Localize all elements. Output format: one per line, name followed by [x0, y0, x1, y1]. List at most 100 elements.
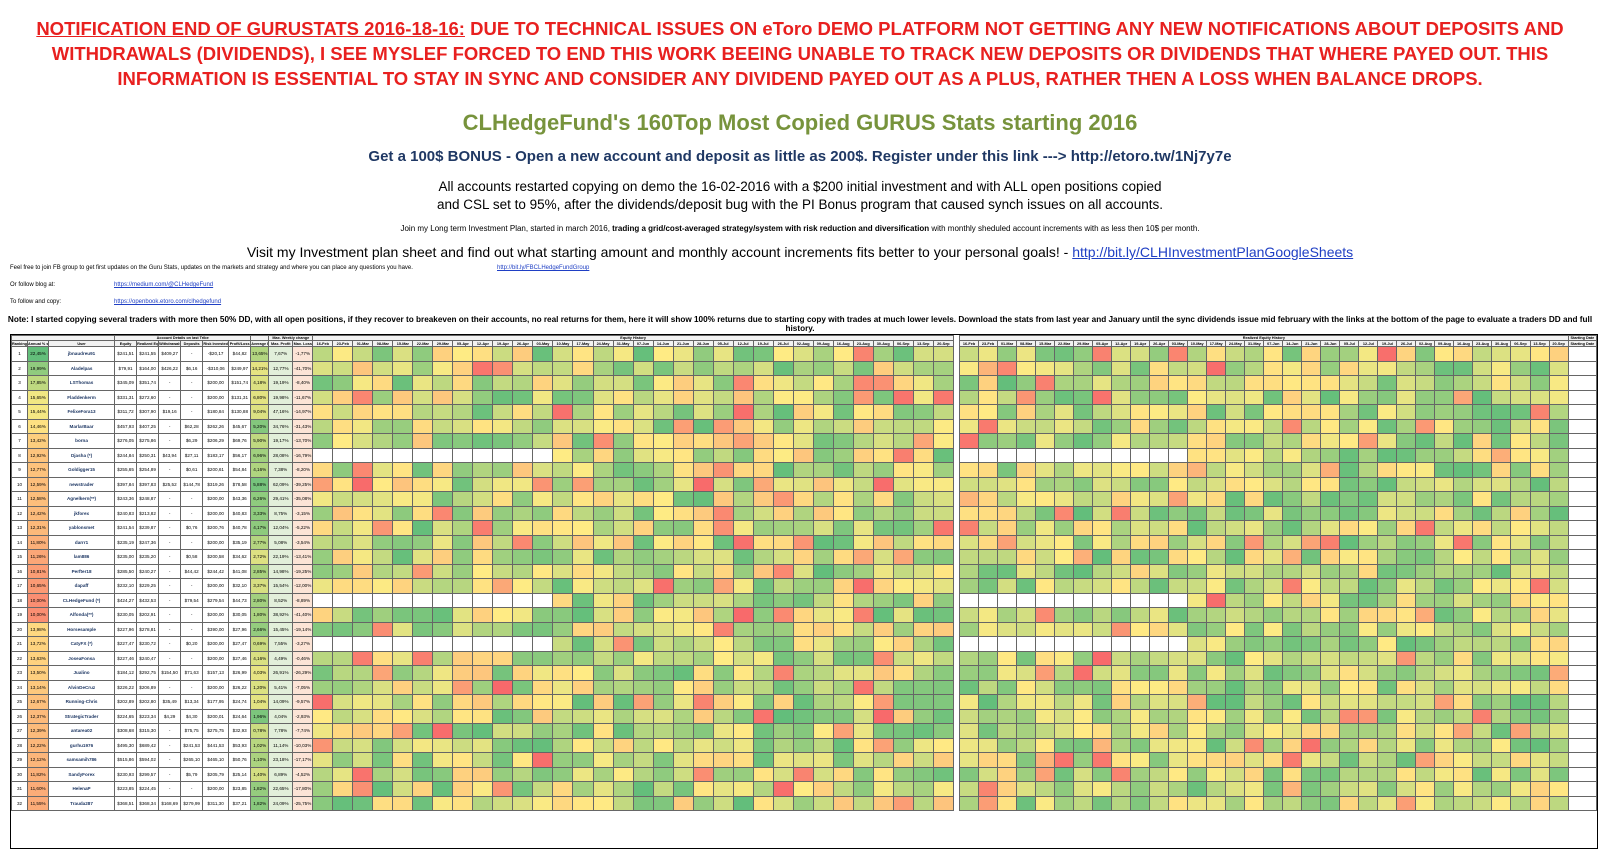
table-row[interactable]: 18 10,00% CLHedgeFund (*) $424,27 $432,53- $7… [11, 592, 1597, 608]
cell-realized-history [1187, 781, 1208, 797]
cell-realized-history [1263, 607, 1284, 623]
cell-realized-history [1320, 737, 1341, 753]
table-row[interactable]: 20 13,98% Horsesample $227,96 $278,81- - $390,… [11, 621, 1597, 637]
cell-equity-history [792, 795, 814, 811]
table-row[interactable]: 17 10,65% dapaff $232,10 $229,25- - $200,00 $32… [11, 578, 1597, 594]
blog-link[interactable]: https://medium.com/@CLHedgeFund [114, 282, 214, 288]
cell-realized-history [1434, 418, 1455, 434]
cell-realized-history [1206, 433, 1227, 449]
cell-realized-history [1377, 795, 1398, 811]
cell-risk: $200,00 [202, 375, 230, 391]
table-row[interactable]: 11 12,58% Agnelkern(**) $243,36 $248,87- - $20… [11, 491, 1597, 507]
cell-equity-history [372, 549, 394, 565]
cell-realized-history [1453, 360, 1474, 376]
table-row[interactable]: 32 11,55% Trauda287 $368,51 $368,34 $168,69 $2… [11, 795, 1597, 811]
cell-equity-history [792, 766, 814, 782]
cell-realized-history [1168, 491, 1189, 507]
cell-equity-history [812, 607, 834, 623]
cell-realized-history [1453, 447, 1474, 463]
table-row[interactable]: 6 14,46% MarlarBaar $457,93 $407,25- $62,28 $2… [11, 418, 1597, 434]
cell-equity-history [332, 447, 354, 463]
copy-link[interactable]: https://openbook.etoro.com/clhedgefund [114, 299, 222, 305]
cell-equity-history [352, 578, 374, 594]
cell-equity-history [832, 592, 854, 608]
cell-equity-history [392, 592, 414, 608]
cell-equity-history [472, 694, 494, 710]
cell-equity-history [552, 592, 574, 608]
table-row[interactable]: 24 13,14% AlvinDeCruz $226,22 $206,89- - $200,… [11, 679, 1597, 695]
cell-realized-history [1035, 679, 1056, 695]
cell-equity-history [772, 723, 794, 739]
table-row[interactable]: 3 17,85% LSThomas $345,09 $351,74- - $200,00 $1… [11, 375, 1597, 391]
cell-withdrawals: - [158, 737, 182, 753]
table-row[interactable]: 9 12,77% Goldigger15 $255,65 $254,89- $0,61 $2… [11, 462, 1597, 478]
cell-annual: 13,98% [26, 621, 50, 637]
cell-realized-history [1282, 708, 1303, 724]
table-row[interactable]: 21 13,72% CatyFX (*) $227,47 $230,72- $0,20 $2… [11, 636, 1597, 652]
cell-rank: 9 [11, 462, 28, 478]
cell-equity-history [792, 418, 814, 434]
table-row[interactable]: 5 15,44% FelixeFora13 $311,72 $307,90 $19,16-… [11, 404, 1597, 420]
cell-realized-history [1358, 404, 1379, 420]
cell-equity-history [612, 520, 634, 536]
cell-equity-history [672, 375, 694, 391]
table-row[interactable]: 1 22,45% jbnaudreu91 $241,51 $241,55 $409,27-… [11, 346, 1597, 362]
cell-realized-history [1168, 462, 1189, 478]
table-row[interactable]: 19 10,00% Alfonda(**) $230,05 $202,91- - $200,… [11, 607, 1597, 623]
cell-realized-history [1453, 433, 1474, 449]
cell-equity-history [732, 723, 754, 739]
cell-profit-loss: $24,64 [228, 708, 252, 724]
cell-equity-history [692, 520, 714, 536]
bonus-banner[interactable]: Get a 100$ BONUS - Open a new account an… [368, 148, 1232, 165]
col-header: Realized Equity [136, 340, 160, 347]
table-row[interactable]: 14 11,80% darrr1 $235,19 $247,36- - $200,00 $35… [11, 534, 1597, 550]
cell-equity-history [512, 752, 534, 768]
cell-equity-history [892, 694, 914, 710]
table-row[interactable]: 10 12,59% newstrader $397,84 $397,83 $25,52 $1… [11, 476, 1597, 492]
cell-equity-history [572, 549, 594, 565]
cell-realized-history [1073, 679, 1094, 695]
fb-group-link[interactable]: http://bit.ly/FBCLHedgeFundGroup [497, 265, 590, 271]
cell-withdrawals: - [158, 592, 182, 608]
cell-equity-history [692, 679, 714, 695]
cell-realized: $202,80 [136, 694, 160, 710]
table-row[interactable]: 12 12,42% jkforex $240,83 $213,82- - $200,00 $4… [11, 505, 1597, 521]
table-row[interactable]: 16 10,81% Perfter18 $285,50 $240,27- $44,42 $2… [11, 563, 1597, 579]
table-row[interactable]: 27 12,39% antarea02 $308,68 $315,30- $75,75 $2… [11, 723, 1597, 739]
cell-realized-history [1358, 607, 1379, 623]
cell-realized-history [1529, 679, 1550, 695]
table-row[interactable]: 7 13,42% borna $276,05 $275,86- $6,29 $206,29 $… [11, 433, 1597, 449]
table-row[interactable]: 4 15,65% Fladdenkerm $331,31 $272,60- - $200,0… [11, 389, 1597, 405]
table-row[interactable]: 15 11,26% lam886 $235,00 $235,20- $0,58 $200,5… [11, 549, 1597, 565]
cell-realized-history [1472, 375, 1493, 391]
cell-realized-history [1282, 360, 1303, 376]
cell-realized-history [1244, 592, 1265, 608]
table-row[interactable]: 26 12,37% StrategicTrader $224,65 $223,34 $4,… [11, 708, 1597, 724]
cell-realized-history [1415, 534, 1436, 550]
table-row[interactable]: 31 11,60% HelenaP $223,85 $224,45- - $200,00 $2… [11, 781, 1597, 797]
cell-equity-history [492, 636, 514, 652]
table-row[interactable]: 22 13,63% JoseaFonsa $227,46 $240,47- - $200,0… [11, 650, 1597, 666]
cell-realized-history [1415, 389, 1436, 405]
table-row[interactable]: 29 12,12% samsamih786 $515,86 $594,02- $265,1… [11, 752, 1597, 768]
cell-equity-history [812, 462, 834, 478]
table-row[interactable]: 30 11,82% SandyForex $230,93 $299,57- $5,79 $2… [11, 766, 1597, 782]
cell-equity-history [712, 795, 734, 811]
table-row[interactable]: 23 13,50% Jualino $184,12 $292,75 $154,50 $71,… [11, 665, 1597, 681]
cell-avg: 1,10% [250, 752, 270, 768]
cell-avg: 4,17% [250, 520, 270, 536]
cell-realized-history [1092, 549, 1113, 565]
cell-annual: 12,39% [26, 723, 50, 739]
table-row[interactable]: 2 19,99% Aladelpas $79,91 $164,00 $426,22 $6,1… [11, 360, 1597, 376]
cell-realized-history [1073, 578, 1094, 594]
table-row[interactable]: 28 12,22% gurhu1976 $495,30 $689,42- $241,53 $… [11, 737, 1597, 753]
table-row[interactable]: 8 12,92% Djasha (*) $244,84 $250,31 $43,94 $27… [11, 447, 1597, 463]
cell-realized-history [1453, 607, 1474, 623]
table-row[interactable]: 13 12,31% yablonsmet $241,54 $239,87- $0,76 $2… [11, 520, 1597, 536]
cell-equity-history [672, 418, 694, 434]
table-row[interactable]: 25 12,67% Running-Chris $202,89 $202,80 $35,4… [11, 694, 1597, 710]
cell-equity-history [732, 462, 754, 478]
cell-withdrawals: - [158, 621, 182, 637]
cell-realized-history [1510, 462, 1531, 478]
investment-plan-link[interactable]: http://bit.ly/CLHInvestmentPlanGoogleShe… [1072, 244, 1354, 260]
